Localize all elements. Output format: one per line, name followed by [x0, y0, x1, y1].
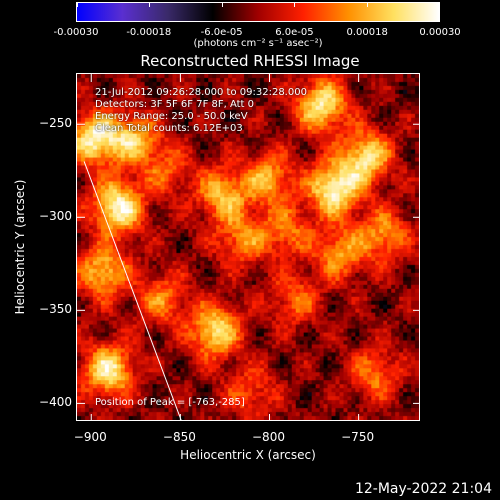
- colorbar-tick-label: 0.00018: [346, 27, 388, 38]
- detectors-text: Detectors: 3F 5F 6F 7F 8F, Att 0: [95, 99, 255, 110]
- peak-position-text: Position of Peak = [-763,-285]: [95, 397, 245, 408]
- energy-range-text: Energy Range: 25.0 - 50.0 keV: [95, 111, 248, 122]
- time-range-text: 21-Jul-2012 09:26:28.000 to 09:32:28.000: [95, 87, 307, 98]
- colorbar-tick-mark: [77, 3, 78, 7]
- colorbar-tick-label: -0.00018: [126, 27, 172, 38]
- heatmap-image: [77, 74, 419, 420]
- colorbar-tick-label: -6.0e-05: [200, 27, 243, 38]
- colorbar-tick-label: -0.00030: [53, 27, 99, 38]
- clean-counts-text: Clean Total counts: 6.12E+03: [95, 123, 243, 134]
- x-tick-label: −900: [73, 430, 107, 444]
- colorbar-tick-label: 6.0e-05: [275, 27, 314, 38]
- colorbar-tick-mark: [149, 3, 151, 7]
- y-tick-label: −350: [39, 302, 72, 317]
- y-tick-label: −250: [39, 116, 72, 131]
- x-axis-label: Heliocentric X (arcsec): [180, 448, 316, 462]
- colorbar-unit-label: (photons cm⁻² s⁻¹ asec⁻²): [193, 38, 323, 49]
- x-tick-label: −750: [341, 430, 375, 444]
- y-axis-label: Heliocentric Y (arcsec): [13, 179, 27, 315]
- colorbar-tick-mark: [366, 3, 368, 7]
- colorbar-tick-mark: [221, 3, 223, 7]
- y-tick-label: −400: [39, 395, 72, 410]
- chart-title: Reconstructed RHESSI Image: [140, 52, 360, 70]
- colorbar-tick-mark: [294, 3, 296, 7]
- x-tick-label: −850: [162, 430, 196, 444]
- y-tick-label: −300: [39, 209, 72, 224]
- plot-overlay: [77, 74, 419, 420]
- x-tick-label: −800: [252, 430, 285, 444]
- colorbar-tick-mark: [439, 3, 440, 7]
- plot-timestamp: 12-May-2022 21:04: [354, 481, 492, 497]
- colorbar-tick-label: 0.00030: [419, 27, 461, 38]
- solar-limb-line: [83, 161, 182, 420]
- plot-area: 21-Jul-2012 09:26:28.000 to 09:32:28.000…: [76, 73, 420, 421]
- colorbar: [76, 2, 440, 22]
